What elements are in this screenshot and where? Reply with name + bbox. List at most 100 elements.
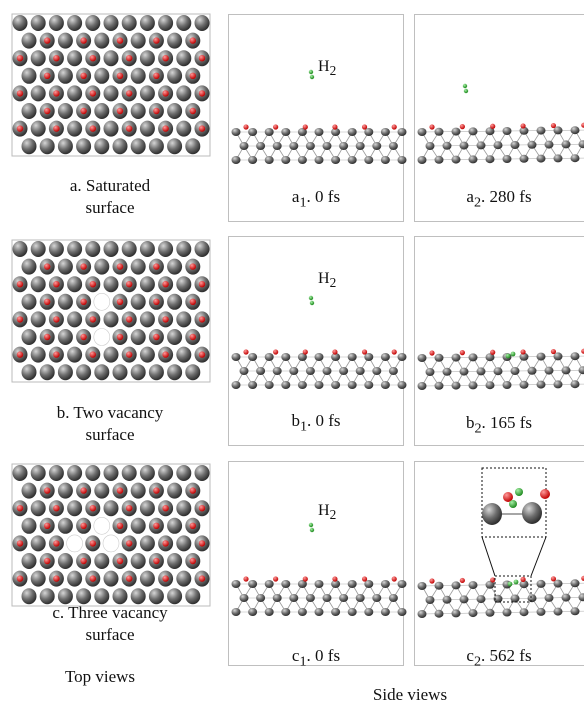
metal-atom [417,156,427,164]
metal-atom [167,329,183,345]
metal-atom [76,364,92,381]
caption-b1: b1. 0 fs [291,411,341,435]
metal-atom [347,156,357,164]
metal-atom [39,138,55,155]
metal-atom [510,594,520,603]
vacancy-site [102,534,120,553]
metal-atom [167,138,183,155]
metal-atom [264,156,274,164]
oxygen-atom [53,55,60,62]
oxygen-atom [116,557,124,565]
vacancy-site [93,292,111,311]
metal-atom [297,608,307,616]
metal-atom [67,465,83,481]
metal-atom [167,32,183,49]
caption-a1: a1. 0 fs [291,187,341,211]
oxygen-atom [520,123,526,129]
metal-atom [57,138,73,155]
metal-atom [94,588,110,605]
oxygen-atom [520,349,526,355]
side-view-a2 [414,14,584,222]
metal-atom [272,367,282,375]
oxygen-atom [162,55,169,62]
oxygen-atom [391,576,397,582]
metal-atom [397,608,407,616]
oxygen-atom [429,350,435,356]
metal-atom [561,593,571,602]
metal-atom [347,353,357,361]
metal-atom [264,128,274,136]
metal-atom [48,15,64,31]
oxygen-atom [53,125,60,132]
metal-atom [139,120,155,137]
metal-atom [355,594,365,602]
metal-atom [493,367,503,376]
metal-atom [388,594,398,602]
metal-atom [21,67,37,84]
metal-atom [239,367,249,375]
metal-atom [578,366,584,375]
metal-atom [451,127,461,136]
metal-atom [176,241,192,257]
metal-atom [364,353,374,361]
side-view-b2 [414,236,584,446]
metal-atom [536,352,546,361]
metal-atom [347,128,357,136]
caption-three-vacancy: c. Three vacancy surface [52,603,168,644]
oxygen-atom [189,522,196,529]
metal-atom [339,142,349,150]
metal-atom [103,276,119,293]
oxygen-atom [490,349,496,355]
oxygen-atom [16,316,24,323]
metal-atom [231,381,241,389]
metal-atom [493,141,503,150]
metal-atom [139,535,155,552]
metal-atom [314,580,324,588]
metal-atom [48,465,64,481]
oxygen-atom [581,122,584,128]
h2-label-b1: H2 [318,270,337,291]
metal-atom [347,608,357,616]
oxygen-atom [44,107,51,115]
oxygen-atom [153,333,160,341]
metal-atom [297,156,307,164]
oxygen-atom [198,540,206,547]
metal-atom [57,258,73,275]
metal-atom [510,141,520,149]
metal-atom [248,156,258,164]
metal-atom [176,346,192,363]
metal-atom [570,579,580,588]
metal-atom [94,364,110,381]
metal-atom [21,138,37,155]
metal-atom [57,364,73,381]
oxygen-atom [162,575,169,582]
oxygen-atom [361,576,368,582]
hydrogen-atom [309,527,315,533]
h2-label-a1: H2 [318,58,337,79]
metal-atom [112,138,128,155]
metal-atom [185,364,201,381]
metal-atom [103,465,119,481]
oxygen-atom [80,107,87,115]
metal-atom [139,241,155,257]
caption-a2: a2. 280 fs [466,187,532,211]
metal-atom [578,140,584,149]
metal-atom [67,85,83,102]
oxygen-atom [16,281,24,288]
metal-atom [442,141,452,150]
metal-atom [451,155,461,164]
zoom-connector [530,536,547,577]
metal-atom [417,354,427,362]
caption-b2: b2. 165 fs [465,413,533,437]
metal-atom [57,32,73,49]
metal-atom [30,465,46,481]
oxygen-atom [80,557,87,565]
metal-atom [30,241,46,257]
metal-atom [67,311,83,328]
metal-atom [139,346,155,363]
oxygen-atom [44,298,51,305]
oxygen-atom [162,505,169,512]
oxygen-atom [16,90,24,97]
metal-atom [94,482,110,499]
metal-atom [289,142,299,150]
